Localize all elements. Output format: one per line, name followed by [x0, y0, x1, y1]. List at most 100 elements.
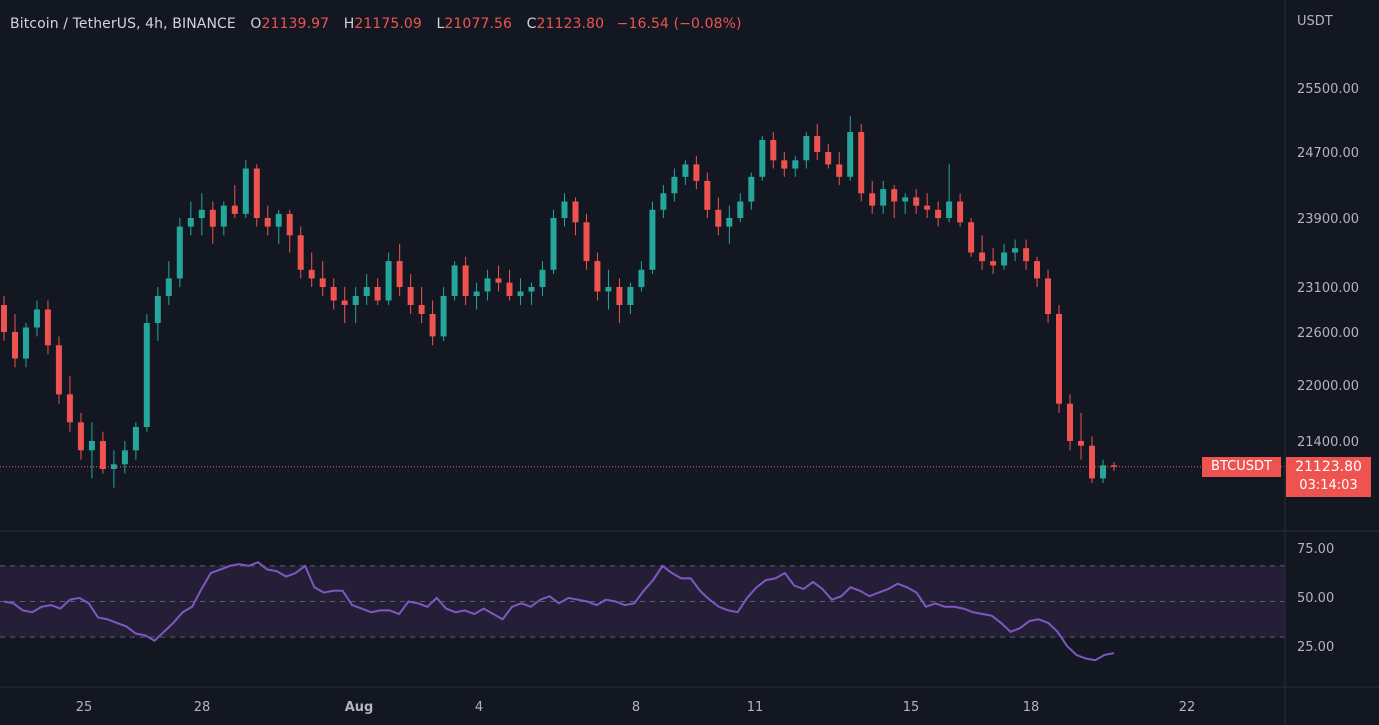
rsi-tick-label: 75.00	[1297, 542, 1334, 557]
candle-body	[781, 160, 788, 169]
candle-body	[231, 205, 238, 214]
candle-body	[715, 209, 722, 227]
candle-body	[594, 261, 601, 292]
price-tick-label: 23900.00	[1297, 212, 1359, 227]
symbol-title[interactable]: Bitcoin / TetherUS, 4h, BINANCE	[10, 16, 236, 32]
candle-body	[891, 189, 898, 202]
rsi-line	[3, 561, 1115, 662]
rsi-tick-label: 25.00	[1297, 640, 1334, 655]
candle-body	[1034, 261, 1040, 279]
candle-body	[1100, 465, 1106, 479]
candle-body	[429, 314, 436, 337]
candle-body	[1056, 314, 1062, 404]
time-tick-label: 4	[475, 700, 483, 715]
candle-body	[803, 136, 810, 161]
candle-body	[1023, 248, 1030, 262]
change-value: −16.54 (−0.08%)	[616, 16, 742, 32]
candle-body	[363, 287, 370, 296]
low-label: L	[436, 16, 445, 32]
time-tick-label: 25	[76, 700, 93, 715]
time-tick-label: Aug	[345, 700, 374, 715]
time-tick-label: 28	[194, 700, 211, 715]
candle-body	[726, 218, 733, 227]
candle-body	[517, 291, 524, 296]
candle-body	[154, 296, 161, 323]
candle-body	[330, 287, 337, 301]
candle-body	[539, 269, 546, 288]
candle-body	[583, 222, 590, 262]
symbol-price-tag: BTCUSDT	[1202, 457, 1281, 477]
candle-body	[880, 189, 887, 206]
candle-body	[297, 235, 304, 270]
candle-body	[1, 305, 7, 332]
candle-body	[242, 168, 249, 214]
candle-body	[506, 282, 513, 296]
close-label: C	[526, 16, 537, 32]
candle-body	[660, 193, 667, 210]
candle-body	[462, 265, 469, 296]
candle-body	[572, 201, 579, 223]
candle-body	[132, 427, 139, 451]
candle-body	[550, 218, 557, 270]
candle-body	[286, 213, 293, 236]
candle-body	[407, 287, 414, 305]
candle-body	[209, 209, 216, 227]
candle-body	[836, 164, 843, 177]
candle-body	[176, 226, 183, 279]
close-value: 21123.80	[536, 16, 605, 32]
price-tick-label: 22000.00	[1297, 379, 1359, 394]
candle-body	[748, 176, 755, 202]
candle-body	[792, 160, 799, 169]
time-tick-label: 22	[1179, 700, 1196, 715]
candle-body	[473, 291, 480, 296]
candle-body	[88, 441, 95, 451]
candle-body	[198, 209, 205, 219]
candle-body	[110, 464, 117, 469]
candle-body	[165, 278, 172, 296]
candle-body	[352, 296, 359, 305]
open-value: 21139.97	[261, 16, 330, 32]
candle-body	[275, 213, 282, 227]
candle-body	[66, 394, 73, 423]
candle-body	[1078, 441, 1084, 446]
candle-body	[693, 164, 700, 181]
time-tick-label: 18	[1023, 700, 1040, 715]
high-label: H	[343, 16, 355, 32]
candle-body	[1012, 248, 1019, 253]
candle-body	[770, 140, 777, 161]
candle-body	[979, 252, 986, 262]
symbol-legend: Bitcoin / TetherUS, 4h, BINANCE O21139.9…	[10, 16, 742, 32]
candle-body	[561, 201, 568, 218]
candle-body	[77, 422, 84, 451]
candle-body	[308, 269, 315, 279]
candle-body	[814, 136, 821, 152]
candle-body	[1111, 465, 1117, 467]
candle-body	[1001, 252, 1008, 266]
low-value: 21077.56	[444, 16, 513, 32]
open-label: O	[250, 16, 262, 32]
candle-body	[495, 278, 502, 283]
candle-body	[23, 327, 29, 359]
candle-body	[1045, 278, 1051, 314]
symbol-tag-label: BTCUSDT	[1211, 459, 1272, 474]
candle-body	[385, 261, 392, 301]
candle-body	[484, 278, 491, 292]
price-tick-label: 22600.00	[1297, 326, 1359, 341]
candle-body	[143, 323, 150, 427]
time-tick-label: 15	[903, 700, 920, 715]
currency-label: USDT	[1297, 14, 1333, 29]
candle-body	[319, 278, 326, 287]
candle-body	[616, 287, 623, 305]
candle-body	[187, 218, 194, 227]
candle-body	[12, 332, 18, 359]
candle-body	[935, 209, 942, 219]
rsi-tick-label: 50.00	[1297, 591, 1334, 606]
candle-body	[858, 132, 865, 194]
last-price-value: 21123.80	[1295, 459, 1362, 475]
candle-body	[451, 265, 458, 296]
candle-body	[396, 261, 403, 287]
candle-body	[638, 269, 645, 288]
candle-body	[264, 218, 271, 227]
